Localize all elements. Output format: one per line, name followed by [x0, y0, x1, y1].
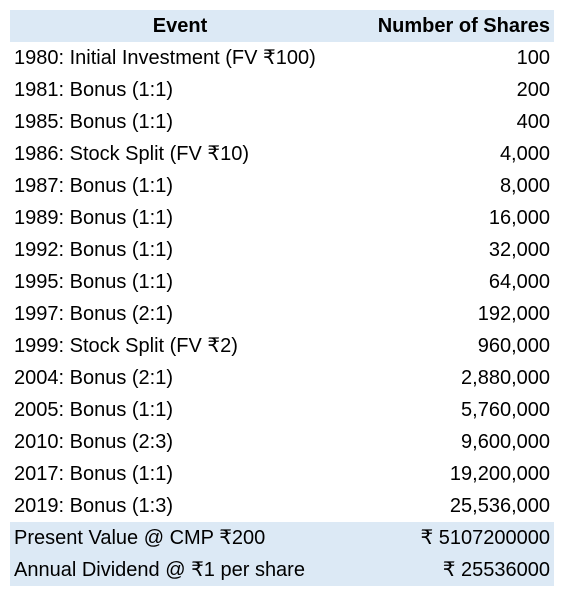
present-value-amount[interactable]: ₹ 5107200000: [350, 522, 554, 554]
share-history-table: Event Number of Shares 1980: Initial Inv…: [10, 10, 554, 586]
shares-cell[interactable]: 32,000: [488, 239, 550, 261]
event-cell[interactable]: 1995: Bonus (1:1): [14, 271, 173, 293]
shares-cell[interactable]: 16,000: [488, 207, 550, 229]
shares-cell[interactable]: 960,000: [477, 335, 550, 357]
shares-cell[interactable]: 9,600,000: [461, 431, 550, 453]
header-number-of-shares[interactable]: Number of Shares: [350, 10, 554, 42]
present-value-row: Present Value @ CMP ₹200 ₹ 5107200000: [10, 522, 554, 554]
table-row: 2010: Bonus (2:3) 9,600,000: [10, 426, 554, 458]
table-row: 1997: Bonus (2:1) 192,000: [10, 298, 554, 330]
annual-dividend-amount[interactable]: ₹ 25536000: [350, 554, 554, 586]
shares-cell[interactable]: 100: [516, 47, 550, 69]
event-cell[interactable]: 2010: Bonus (2:3): [14, 431, 173, 453]
table-row: 2004: Bonus (2:1) 2,880,000: [10, 362, 554, 394]
event-cell[interactable]: 1981: Bonus (1:1): [14, 79, 173, 101]
event-cell[interactable]: 1986: Stock Split (FV ₹10): [14, 143, 250, 165]
annual-dividend-row: Annual Dividend @ ₹1 per share ₹ 2553600…: [10, 554, 554, 586]
annual-dividend-label[interactable]: Annual Dividend @ ₹1 per share: [10, 554, 350, 586]
table-body: 1980: Initial Investment (FV ₹100) 100 1…: [10, 42, 554, 586]
table-row: 1987: Bonus (1:1) 8,000: [10, 170, 554, 202]
shares-cell[interactable]: 5,760,000: [461, 399, 550, 421]
shares-cell[interactable]: 2,880,000: [461, 367, 550, 389]
header-row: Event Number of Shares: [10, 10, 554, 42]
event-cell[interactable]: 1980: Initial Investment (FV ₹100): [14, 47, 316, 69]
shares-cell[interactable]: 64,000: [488, 271, 550, 293]
shares-cell[interactable]: 400: [516, 111, 550, 133]
event-cell[interactable]: 1999: Stock Split (FV ₹2): [14, 335, 238, 357]
event-cell[interactable]: 1997: Bonus (2:1): [14, 303, 173, 325]
table-row: 2017: Bonus (1:1) 19,200,000: [10, 458, 554, 490]
header-event[interactable]: Event: [10, 10, 350, 42]
event-cell[interactable]: 2005: Bonus (1:1): [14, 399, 173, 421]
table-row: 1989: Bonus (1:1) 16,000: [10, 202, 554, 234]
table-row: 1999: Stock Split (FV ₹2) 960,000: [10, 330, 554, 362]
table-row: 1992: Bonus (1:1) 32,000: [10, 234, 554, 266]
event-cell[interactable]: 2017: Bonus (1:1): [14, 463, 173, 485]
present-value-label[interactable]: Present Value @ CMP ₹200: [10, 522, 350, 554]
shares-cell[interactable]: 19,200,000: [449, 463, 550, 485]
table-row: 2019: Bonus (1:3) 25,536,000: [10, 490, 554, 522]
shares-cell[interactable]: 25,536,000: [449, 495, 550, 517]
table-row: 1981: Bonus (1:1) 200: [10, 74, 554, 106]
event-cell[interactable]: 1985: Bonus (1:1): [14, 111, 173, 133]
table-row: 1986: Stock Split (FV ₹10) 4,000: [10, 138, 554, 170]
event-cell[interactable]: 1987: Bonus (1:1): [14, 175, 173, 197]
shares-cell[interactable]: 200: [516, 79, 550, 101]
event-cell[interactable]: 1989: Bonus (1:1): [14, 207, 173, 229]
shares-cell[interactable]: 192,000: [477, 303, 550, 325]
table-row: 1985: Bonus (1:1) 400: [10, 106, 554, 138]
shares-cell[interactable]: 8,000: [499, 175, 550, 197]
table-row: 1980: Initial Investment (FV ₹100) 100: [10, 42, 554, 74]
event-cell[interactable]: 1992: Bonus (1:1): [14, 239, 173, 261]
table-row: 1995: Bonus (1:1) 64,000: [10, 266, 554, 298]
event-cell[interactable]: 2004: Bonus (2:1): [14, 367, 173, 389]
event-cell[interactable]: 2019: Bonus (1:3): [14, 495, 173, 517]
shares-cell[interactable]: 4,000: [499, 143, 550, 165]
table-row: 2005: Bonus (1:1) 5,760,000: [10, 394, 554, 426]
